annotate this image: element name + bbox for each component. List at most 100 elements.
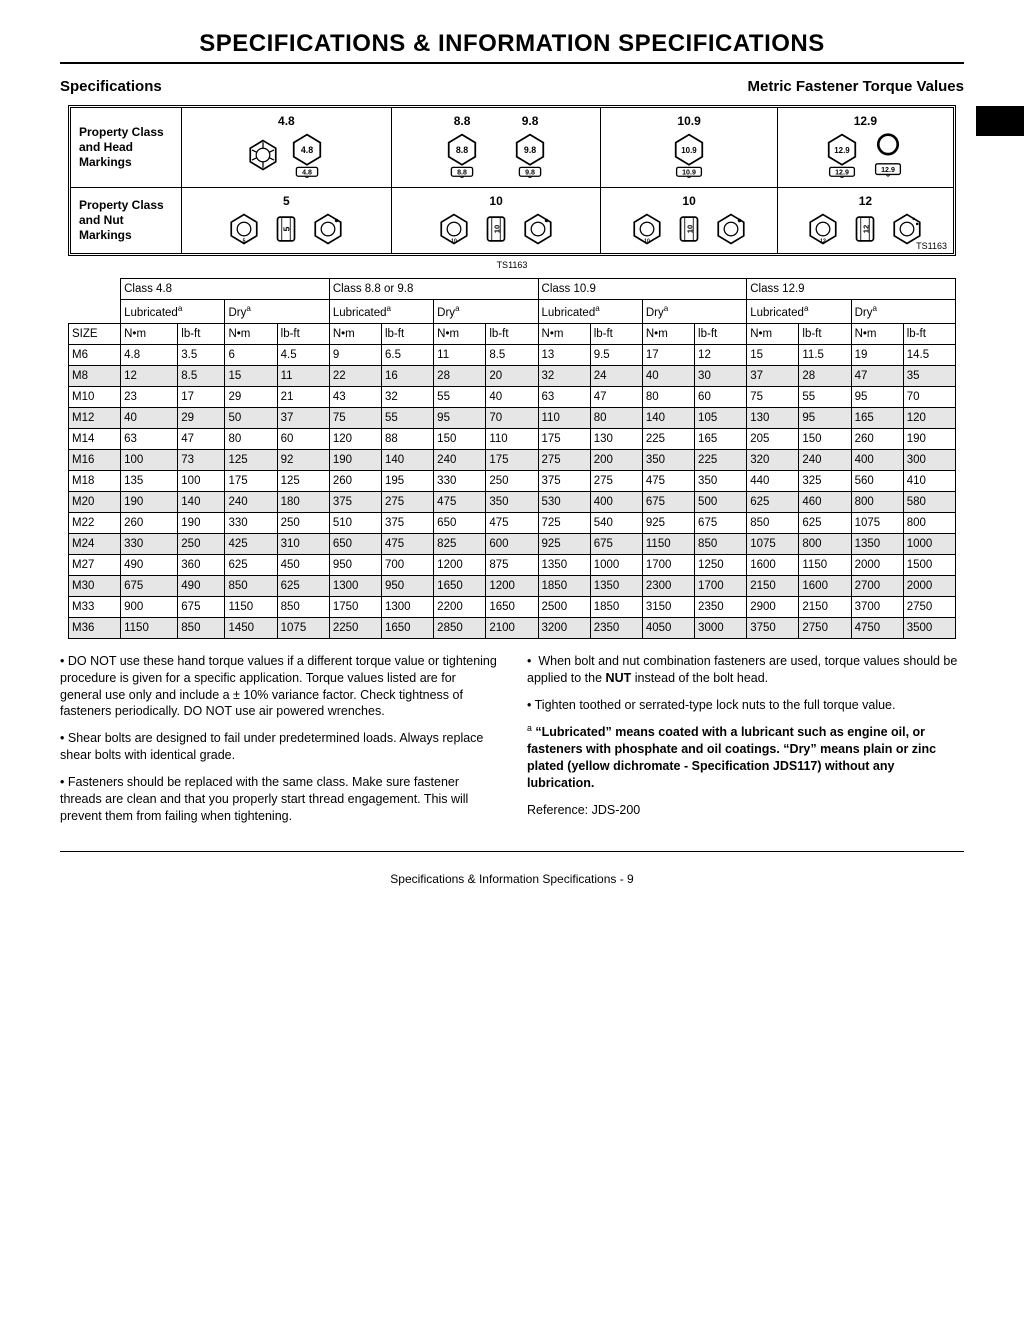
value-cell: 120 <box>329 428 381 449</box>
value-cell: 260 <box>121 512 178 533</box>
torque-table-head: Class 4.8Class 8.8 or 9.8Class 10.9Class… <box>69 279 956 345</box>
value-cell: 190 <box>121 491 178 512</box>
value-cell: 800 <box>799 533 851 554</box>
bolt-head-number-icon: 10.9 10.9 <box>670 132 708 178</box>
nut-side-icon: 12 <box>848 212 882 246</box>
value-cell: 1700 <box>642 554 694 575</box>
class-header: Class 4.8 <box>121 279 330 300</box>
value-cell: 50 <box>225 407 277 428</box>
size-cell: M20 <box>69 491 121 512</box>
torque-table-body: M64.83.564.596.5118.5139.517121511.51914… <box>69 344 956 638</box>
svg-text:9.8: 9.8 <box>524 145 536 155</box>
value-cell: 1075 <box>747 533 799 554</box>
value-cell: 140 <box>642 407 694 428</box>
nut-class-5: 5 5 5 <box>181 188 391 253</box>
value-cell: 875 <box>486 554 538 575</box>
value-cell: 88 <box>381 428 433 449</box>
size-cell: M6 <box>69 344 121 365</box>
value-cell: 375 <box>329 491 381 512</box>
unit-header: lb-ft <box>903 323 955 344</box>
value-cell: 625 <box>747 491 799 512</box>
value-cell: 12 <box>695 344 747 365</box>
value-cell: 1000 <box>903 533 955 554</box>
value-cell: 325 <box>799 470 851 491</box>
unit-header: lb-ft <box>590 323 642 344</box>
notes-section: DO NOT use these hand torque values if a… <box>60 653 964 835</box>
value-cell: 140 <box>178 491 225 512</box>
value-cell: 2750 <box>799 617 851 638</box>
value-cell: 29 <box>178 407 225 428</box>
condition-header: Drya <box>642 300 746 324</box>
value-cell: 55 <box>381 407 433 428</box>
svg-text:10: 10 <box>451 239 457 245</box>
value-cell: 240 <box>799 449 851 470</box>
section-tab <box>976 106 1024 136</box>
value-cell: 250 <box>486 470 538 491</box>
value-cell: 275 <box>381 491 433 512</box>
value-cell: 3150 <box>642 596 694 617</box>
footnote-text: “Lubricated” means coated with a lubrica… <box>527 726 936 791</box>
value-cell: 850 <box>225 575 277 596</box>
value-cell: 55 <box>799 386 851 407</box>
value-cell: 260 <box>851 428 903 449</box>
class-label: 10.9 <box>605 114 772 128</box>
unit-header: lb-ft <box>277 323 329 344</box>
value-cell: 490 <box>178 575 225 596</box>
value-cell: 95 <box>851 386 903 407</box>
notes-left-col: DO NOT use these hand torque values if a… <box>60 653 497 835</box>
unit-header: lb-ft <box>178 323 225 344</box>
unit-header: N•m <box>747 323 799 344</box>
value-cell: 1350 <box>590 575 642 596</box>
note-item: DO NOT use these hand torque values if a… <box>60 653 497 721</box>
value-cell: 460 <box>799 491 851 512</box>
value-cell: 47 <box>851 365 903 386</box>
svg-text:8.8: 8.8 <box>456 145 468 155</box>
value-cell: 1650 <box>486 596 538 617</box>
value-cell: 2000 <box>851 554 903 575</box>
value-cell: 475 <box>434 491 486 512</box>
value-cell: 1650 <box>381 617 433 638</box>
size-cell: M22 <box>69 512 121 533</box>
value-cell: 1150 <box>799 554 851 575</box>
torque-table: Class 4.8Class 8.8 or 9.8Class 10.9Class… <box>68 278 956 639</box>
value-cell: 165 <box>851 407 903 428</box>
value-cell: 92 <box>277 449 329 470</box>
table-row: M274903606254509507001200875135010001700… <box>69 554 956 575</box>
table-row: M8128.51511221628203224403037284735 <box>69 365 956 386</box>
value-cell: 3750 <box>747 617 799 638</box>
value-cell: 11 <box>434 344 486 365</box>
head-class-10-9: 10.9 10.9 10.9 <box>600 108 776 187</box>
size-cell: M24 <box>69 533 121 554</box>
value-cell: 475 <box>642 470 694 491</box>
value-cell: 675 <box>121 575 178 596</box>
value-cell: 260 <box>329 470 381 491</box>
value-cell: 150 <box>434 428 486 449</box>
value-cell: 9.5 <box>590 344 642 365</box>
condition-header: Lubricateda <box>329 300 433 324</box>
condition-header: Drya <box>225 300 329 324</box>
condition-header: Lubricateda <box>538 300 642 324</box>
value-cell: 330 <box>225 512 277 533</box>
head-markings-label: Property Class and Head Markings <box>71 108 181 187</box>
value-cell: 1850 <box>590 596 642 617</box>
nut-dot-icon <box>521 212 555 246</box>
size-cell: M14 <box>69 428 121 449</box>
value-cell: 1350 <box>851 533 903 554</box>
value-cell: 400 <box>851 449 903 470</box>
unit-header: N•m <box>538 323 590 344</box>
svg-text:4.8: 4.8 <box>301 145 313 155</box>
value-cell: 110 <box>538 407 590 428</box>
svg-text:10.9: 10.9 <box>681 146 697 155</box>
value-cell: 850 <box>747 512 799 533</box>
footer-rule <box>60 851 964 852</box>
value-cell: 4.5 <box>277 344 329 365</box>
value-cell: 17 <box>178 386 225 407</box>
value-cell: 950 <box>329 554 381 575</box>
value-cell: 225 <box>642 428 694 449</box>
value-cell: 1150 <box>121 617 178 638</box>
value-cell: 2150 <box>747 575 799 596</box>
class-label: 4.8 <box>186 114 387 128</box>
head-markings-row: Property Class and Head Markings 4.8 <box>71 108 953 188</box>
value-cell: 28 <box>799 365 851 386</box>
value-cell: 195 <box>381 470 433 491</box>
